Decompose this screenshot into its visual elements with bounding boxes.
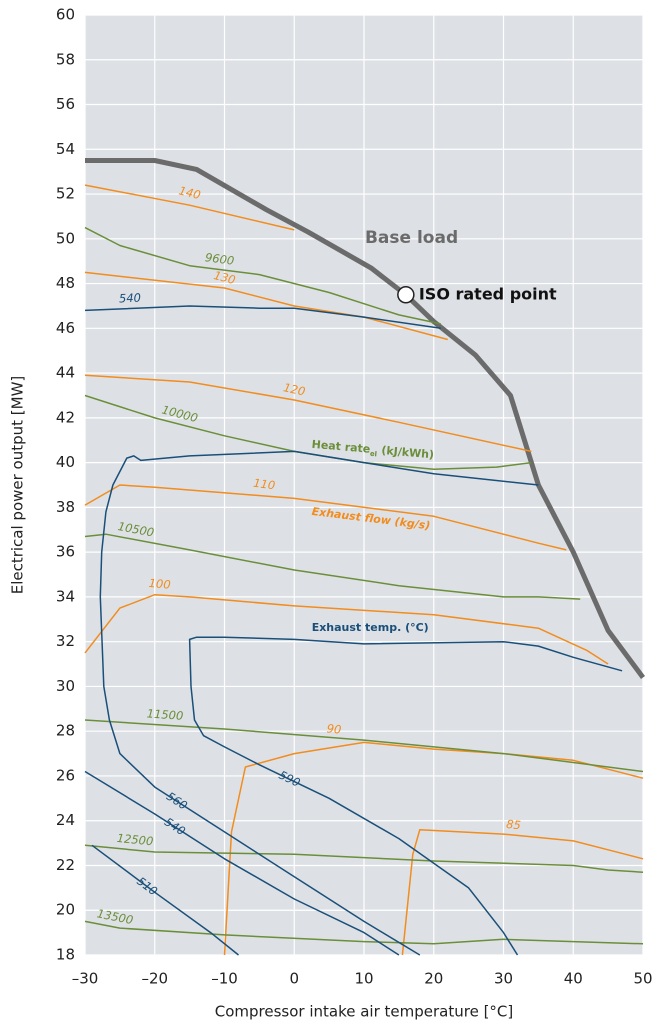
heat-rate-sub: el (370, 450, 378, 459)
curve (84, 226, 441, 325)
x-tick-label: 10 (354, 970, 373, 988)
x-tick-label: –10 (211, 970, 238, 988)
y-tick-label: 60 (56, 6, 75, 24)
curve-label: 11500 (146, 706, 183, 722)
curve (84, 593, 609, 665)
y-tick-label: 26 (56, 766, 75, 784)
curve (84, 770, 400, 956)
y-tick-label: 56 (56, 95, 75, 113)
curve-label: 540 (119, 291, 142, 306)
y-tick-label: 28 (56, 722, 75, 740)
x-tick-label: 50 (633, 970, 652, 988)
curve (84, 844, 644, 873)
y-tick-label: 20 (56, 901, 75, 919)
y-tick-label: 32 (56, 632, 75, 650)
curve-label: 100 (148, 576, 171, 592)
iso-point (397, 286, 415, 304)
curve-label: 85 (506, 817, 522, 832)
curve (84, 271, 448, 341)
heat-rate-unit: (kJ/kWh) (381, 444, 435, 462)
y-tick-label: 58 (56, 50, 75, 68)
y-axis-label: Electrical power output [MW] (9, 376, 27, 595)
y-tick-label: 48 (56, 274, 75, 292)
y-tick-label: 24 (56, 811, 75, 829)
curve (84, 484, 567, 551)
y-tick-label: 34 (56, 587, 75, 605)
curve-label: 140 (177, 183, 202, 202)
iso-label: ISO rated point (419, 284, 557, 303)
x-tick-label: –30 (72, 970, 99, 988)
curve-label: Base load (365, 228, 458, 248)
heat-rate-label: Heat rateel (kJ/kWh) (311, 438, 435, 464)
y-tick-label: 18 (56, 946, 75, 964)
curve (84, 305, 441, 330)
y-tick-label: 42 (56, 408, 75, 426)
heat-rate-text: Heat rate (311, 438, 371, 456)
x-tick-label: 40 (564, 970, 583, 988)
curve (84, 374, 532, 453)
curve-label: 90 (326, 721, 342, 736)
curve (84, 184, 295, 231)
y-tick-label: 54 (56, 140, 75, 158)
curve (91, 844, 239, 956)
curve (401, 828, 644, 956)
y-tick-label: 52 (56, 185, 75, 203)
y-tick-label: 22 (56, 856, 75, 874)
y-tick-label: 46 (56, 319, 75, 337)
curve (85, 158, 646, 679)
curve-label: 130 (212, 268, 237, 287)
curve (188, 636, 623, 956)
curve-label: 10500 (117, 519, 156, 539)
y-tick-label: 38 (56, 498, 75, 516)
curve-label: 12500 (116, 831, 154, 848)
curve (99, 450, 539, 956)
x-axis-label: Compressor intake air temperature [°C] (215, 1003, 514, 1021)
y-tick-label: 44 (56, 364, 75, 382)
curve-label: 9600 (204, 250, 235, 268)
curve-label: 120 (282, 380, 306, 398)
curve (84, 719, 644, 773)
x-tick-label: –20 (141, 970, 168, 988)
y-tick-label: 40 (56, 453, 75, 471)
x-tick-label: 30 (494, 970, 513, 988)
curve-label: 110 (253, 476, 277, 493)
y-tick-label: 30 (56, 677, 75, 695)
x-tick-label: 0 (289, 970, 299, 988)
y-tick-label: 50 (56, 229, 75, 247)
x-tick-label: 20 (424, 970, 443, 988)
y-tick-label: 36 (56, 543, 75, 561)
curve (84, 533, 581, 600)
exhaust-temp-label: Exhaust temp. (°C) (312, 621, 429, 634)
curve-label: 13500 (96, 906, 135, 927)
